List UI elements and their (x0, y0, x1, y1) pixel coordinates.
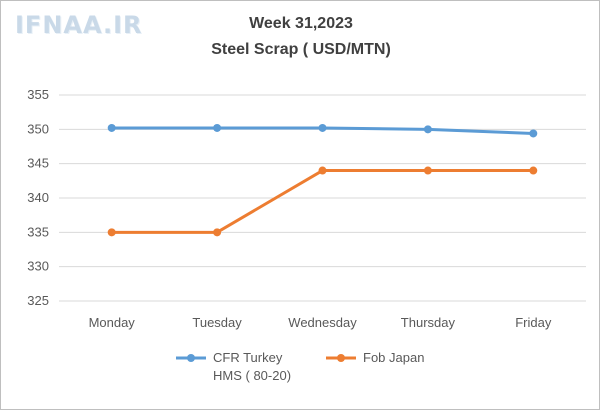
data-point (213, 123, 222, 132)
x-tick-label: Friday (515, 315, 552, 330)
chart-subtitle: Steel Scrap ( USD/MTN) (211, 41, 391, 58)
data-point (529, 166, 538, 175)
data-point (423, 166, 432, 175)
chart-title: Week 31,2023 (249, 15, 353, 32)
series-lines (107, 123, 538, 237)
x-tick-label: Thursday (401, 315, 456, 330)
y-tick-label: 340 (27, 190, 49, 205)
legend-label-line2: HMS ( 80-20) (213, 368, 291, 383)
data-point (213, 228, 222, 237)
y-axis: 325 330 335 340 345 350 355 (27, 87, 49, 308)
x-axis: Monday Tuesday Wednesday Thursday Friday (89, 315, 552, 330)
watermark-logo: IFNAA.IR (15, 11, 143, 39)
series-line-1 (110, 169, 535, 234)
data-point (318, 166, 327, 175)
y-tick-label: 325 (27, 293, 49, 308)
y-tick-label: 355 (27, 87, 49, 102)
x-tick-label: Monday (89, 315, 136, 330)
legend-swatch-marker (337, 354, 345, 362)
data-point (107, 123, 116, 132)
legend-label: Fob Japan (363, 350, 424, 365)
legend-swatch-marker (187, 354, 195, 362)
y-tick-label: 345 (27, 156, 49, 171)
data-point (318, 123, 327, 132)
x-tick-label: Tuesday (192, 315, 242, 330)
y-tick-label: 335 (27, 224, 49, 239)
x-tick-label: Wednesday (288, 315, 357, 330)
legend-label: CFR Turkey (213, 350, 283, 365)
y-tick-label: 350 (27, 121, 49, 136)
data-point (423, 125, 432, 134)
data-point (107, 228, 116, 237)
legend: CFR Turkey HMS ( 80-20) Fob Japan (176, 350, 424, 383)
data-point (529, 129, 538, 138)
y-tick-label: 330 (27, 259, 49, 274)
